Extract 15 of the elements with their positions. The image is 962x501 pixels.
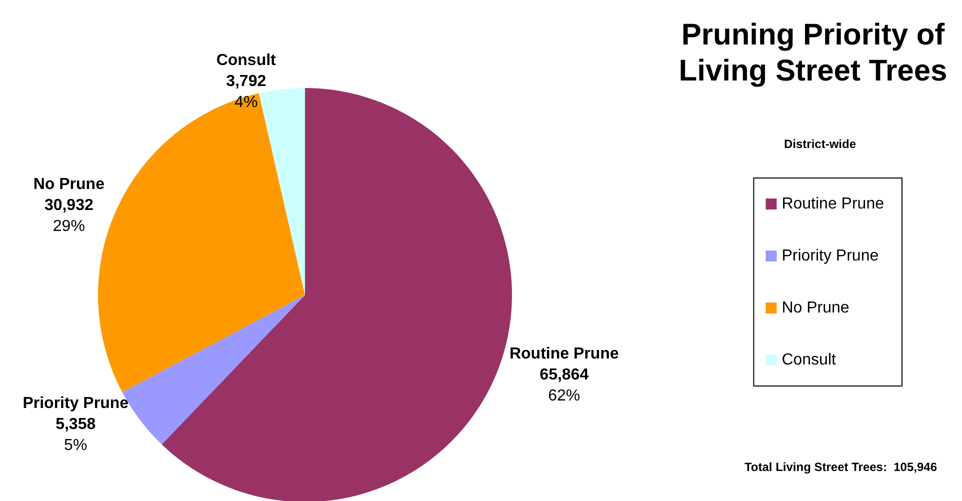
legend-label: No Prune bbox=[782, 300, 850, 316]
data-label: 30,932 29% bbox=[44, 197, 94, 236]
chart-title: Pruning Priority of Living Street Trees bbox=[678, 18, 948, 88]
slice-label: Consult bbox=[216, 52, 277, 69]
slice-label: Routine Prune bbox=[509, 346, 619, 363]
data-label: 5,358 5% bbox=[56, 416, 96, 454]
legend-label: Consult bbox=[782, 352, 837, 368]
text: Total Living Street Trees: 105,946 bbox=[744, 460, 938, 474]
legend-label: Routine Prune bbox=[782, 196, 884, 212]
slice-label: Priority Prune bbox=[22, 395, 129, 412]
slice-label: No Prune bbox=[33, 176, 105, 194]
legend-label: Priority Prune bbox=[782, 248, 879, 264]
text: District-wide bbox=[784, 137, 856, 151]
data-label: 65,864 62% bbox=[540, 366, 589, 405]
data-label: 3,792 4% bbox=[226, 72, 266, 111]
